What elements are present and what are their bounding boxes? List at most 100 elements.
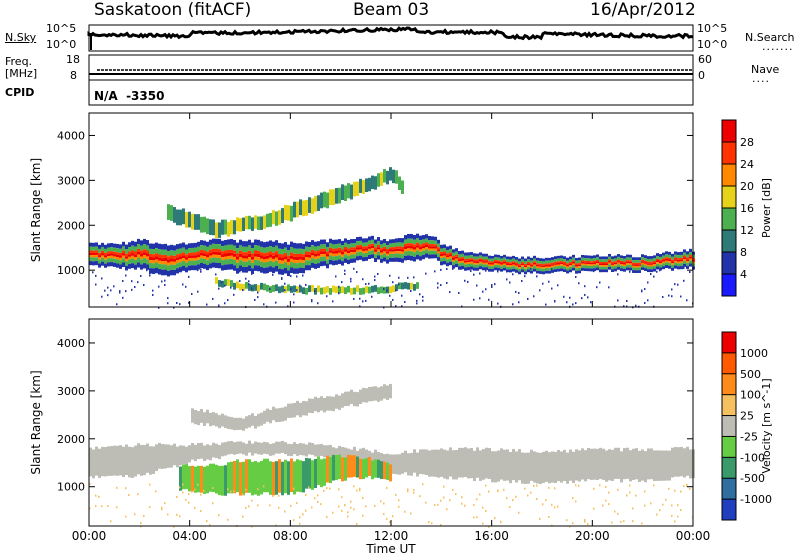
vel-cell xyxy=(686,446,689,476)
power-cell xyxy=(257,257,260,261)
power-cell xyxy=(638,262,641,265)
power-noise xyxy=(218,287,220,290)
vel-cell xyxy=(392,454,395,474)
power-cell xyxy=(608,266,611,270)
power-cell xyxy=(287,270,290,277)
power-noise xyxy=(452,267,454,270)
power-cell xyxy=(650,256,653,259)
vel-noise xyxy=(200,493,202,496)
vel-noise xyxy=(212,502,214,505)
colorbar-label: Velocity [m s^-1] xyxy=(760,378,773,473)
power-cell xyxy=(617,256,620,260)
power-cell xyxy=(185,257,188,260)
colorbar-tick-label: 500 xyxy=(740,368,761,381)
power-cell xyxy=(272,247,275,253)
station-title: Saskatoon (fitACF) xyxy=(94,0,252,20)
power-noise xyxy=(509,281,511,284)
power-noise xyxy=(281,277,283,280)
vel-noise xyxy=(230,490,232,493)
power-cell xyxy=(131,263,134,269)
power-cell xyxy=(299,262,302,268)
vel-cell xyxy=(275,408,278,423)
power-cell xyxy=(236,281,239,289)
power-cell xyxy=(530,260,533,264)
power-noise xyxy=(317,302,319,305)
power-cell xyxy=(539,268,542,272)
power-cell xyxy=(353,239,356,244)
nsky-trace xyxy=(87,26,694,50)
power-cell xyxy=(533,262,536,265)
power-cell xyxy=(347,253,350,256)
power-cell xyxy=(233,220,236,235)
vel-cell xyxy=(428,450,431,477)
power-cell xyxy=(395,242,398,247)
power-cell xyxy=(287,244,290,251)
vel-noise xyxy=(347,511,349,514)
power-cell xyxy=(302,254,305,258)
power-cell xyxy=(194,260,197,266)
power-cell xyxy=(455,256,458,259)
power-cell xyxy=(338,255,341,260)
vel-cell xyxy=(239,462,242,496)
vel-noise xyxy=(176,495,178,498)
power-cell xyxy=(533,266,536,269)
power-cell xyxy=(104,255,107,258)
vel-cell xyxy=(194,466,197,493)
power-cell xyxy=(419,235,422,241)
power-cell xyxy=(464,267,467,271)
power-cell xyxy=(632,262,635,265)
vel-noise xyxy=(578,484,580,487)
power-noise xyxy=(140,274,142,277)
power-cell xyxy=(287,255,290,259)
power-cell xyxy=(227,264,230,270)
power-cell xyxy=(167,265,170,271)
power-cell xyxy=(689,255,692,257)
power-cell xyxy=(218,249,221,253)
power-cell xyxy=(248,253,251,258)
power-noise xyxy=(107,286,109,289)
power-cell xyxy=(305,251,308,255)
vel-noise xyxy=(242,515,244,518)
power-cell xyxy=(167,245,170,252)
power-cell xyxy=(536,264,539,267)
power-cell xyxy=(236,262,239,269)
vel-cell xyxy=(323,398,326,413)
colorbar-tick-label: 16 xyxy=(740,202,754,215)
power-cell xyxy=(548,266,551,269)
power-cell xyxy=(323,248,326,252)
power-noise xyxy=(464,279,466,282)
power-cell xyxy=(521,262,524,264)
vel-cell xyxy=(566,452,569,484)
power-cell xyxy=(386,251,389,254)
power-cell xyxy=(614,262,617,265)
power-cell xyxy=(320,287,323,295)
vel-noise xyxy=(404,510,406,513)
power-cell xyxy=(461,258,464,261)
power-noise xyxy=(569,296,571,299)
cpid-label: CPID xyxy=(5,86,35,99)
vel-cell xyxy=(128,446,131,478)
power-cell xyxy=(353,287,356,295)
y-tick-label: 1000 xyxy=(57,264,85,277)
power-cell xyxy=(440,248,443,252)
power-cell xyxy=(623,264,626,267)
power-cell xyxy=(374,285,377,292)
vel-noise xyxy=(674,520,676,523)
power-cell xyxy=(206,257,209,261)
vel-cell xyxy=(431,449,434,477)
colorbar-tick-label: 25 xyxy=(740,410,754,423)
power-noise xyxy=(404,301,406,304)
power-cell xyxy=(320,239,323,245)
power-cell xyxy=(617,254,620,257)
power-cell xyxy=(317,245,320,251)
power-cell xyxy=(215,277,218,284)
power-cell xyxy=(311,245,314,250)
vel-noise xyxy=(503,488,505,491)
power-noise xyxy=(263,303,265,306)
power-cell xyxy=(335,239,338,245)
power-cell xyxy=(392,243,395,248)
vel-noise xyxy=(512,499,514,502)
vel-cell xyxy=(182,464,185,490)
power-cell xyxy=(488,268,491,272)
vel-cell xyxy=(560,451,563,483)
